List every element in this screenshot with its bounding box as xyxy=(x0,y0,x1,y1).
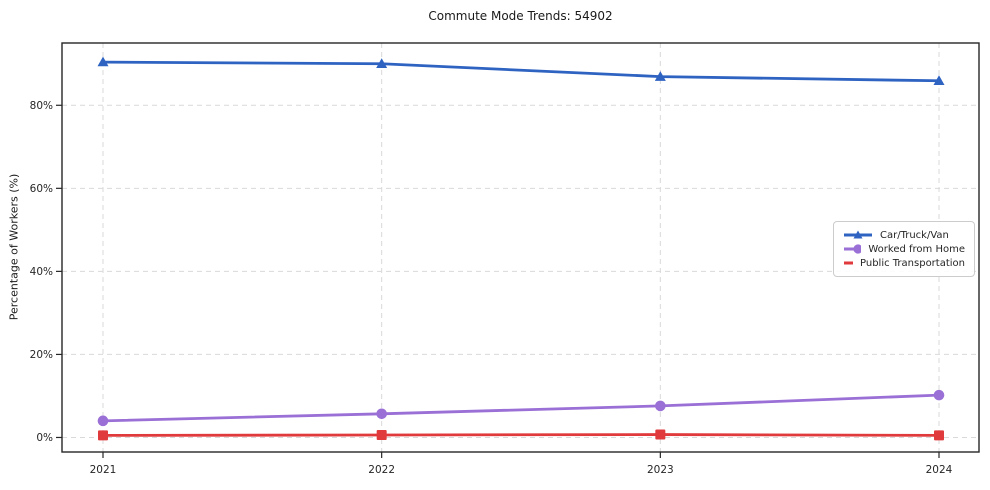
legend-entry-label: Worked from Home xyxy=(868,243,965,255)
legend-entry-label: Public Transportation xyxy=(860,257,965,269)
legend-entry-label: Car/Truck/Van xyxy=(880,229,949,241)
y-tick-label: 0% xyxy=(36,432,53,444)
square-legend-sample-icon xyxy=(844,261,854,265)
legend-entry: Public Transportation xyxy=(843,256,965,270)
triangle-legend-sample-icon xyxy=(844,230,872,239)
x-tick-label: 2024 xyxy=(926,464,953,476)
y-tick-label: 60% xyxy=(30,183,53,195)
circle-marker xyxy=(97,415,109,427)
legend-entry: Car/Truck/Van xyxy=(843,228,965,242)
circle-marker xyxy=(655,400,666,412)
square-marker xyxy=(934,430,944,441)
triangle-marker xyxy=(933,75,945,85)
chart-title: Commute Mode Trends: 54902 xyxy=(428,9,613,23)
circle-legend-sample-icon xyxy=(844,244,862,254)
series-line xyxy=(101,433,941,437)
square-marker xyxy=(98,430,108,441)
circle-marker xyxy=(933,389,945,401)
y-tick-label: 20% xyxy=(30,349,53,361)
triangle-marker xyxy=(376,58,388,68)
x-tick-label: 2021 xyxy=(90,464,117,476)
triangle-marker xyxy=(97,56,109,67)
triangle-marker xyxy=(654,71,666,81)
x-tick-label: 2022 xyxy=(368,464,395,476)
y-tick-label: 40% xyxy=(30,266,53,278)
series-line xyxy=(101,60,941,83)
legend-box: Car/Truck/Van Worked from Home Public Tran… xyxy=(833,221,975,277)
legend-entry: Worked from Home xyxy=(843,242,965,256)
y-tick-label: 80% xyxy=(30,100,53,112)
circle-marker xyxy=(376,408,387,420)
x-tick-label: 2023 xyxy=(647,464,674,476)
square-marker xyxy=(376,429,387,440)
axes-border xyxy=(61,42,980,453)
series-line xyxy=(101,393,941,423)
square-marker xyxy=(655,429,666,440)
